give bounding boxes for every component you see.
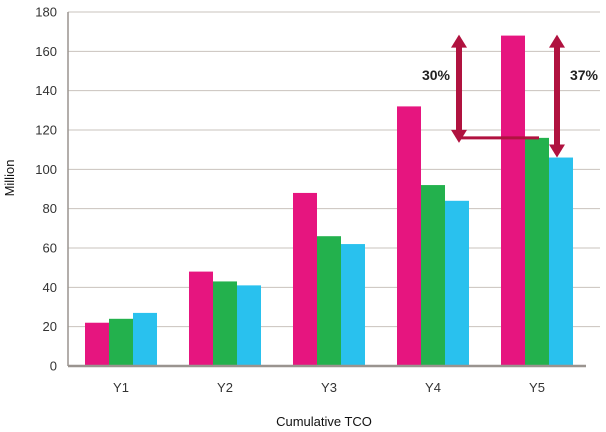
x-tick-label: Y5 bbox=[529, 380, 545, 395]
bar bbox=[293, 192, 317, 366]
bar bbox=[525, 137, 549, 366]
bars bbox=[85, 35, 573, 367]
bar bbox=[317, 236, 341, 366]
x-tick-label: Y1 bbox=[113, 380, 129, 395]
y-tick-label: 60 bbox=[43, 241, 57, 256]
y-tick-label: 180 bbox=[35, 5, 57, 20]
bar bbox=[189, 271, 213, 366]
bar bbox=[109, 318, 133, 366]
y-tick-label: 0 bbox=[50, 359, 57, 374]
y-tick-label: 80 bbox=[43, 201, 57, 216]
bar bbox=[397, 106, 421, 367]
bar bbox=[85, 322, 109, 366]
difference-arrow-right bbox=[549, 34, 565, 158]
y-tick-label: 40 bbox=[43, 280, 57, 295]
bar bbox=[213, 281, 237, 366]
x-axis-title: Cumulative TCO bbox=[276, 414, 372, 429]
percent-label-left: 30% bbox=[422, 67, 451, 83]
bar bbox=[549, 157, 573, 366]
bar bbox=[445, 200, 469, 366]
percent-label-right: 37% bbox=[570, 67, 599, 83]
y-tick-label: 100 bbox=[35, 162, 57, 177]
y-tick-label: 120 bbox=[35, 123, 57, 138]
bar bbox=[133, 312, 157, 366]
annotations: 30% 37% bbox=[422, 34, 599, 158]
y-tick-label: 20 bbox=[43, 319, 57, 334]
bar bbox=[237, 285, 261, 366]
arrow-head-down bbox=[549, 144, 565, 158]
x-tick-label: Y3 bbox=[321, 380, 337, 395]
axes: 0 20 40 60 80 100 120 140 160 180 Y1 Y2 Y3 Y4 Y5 bbox=[35, 5, 586, 395]
x-tick-label: Y2 bbox=[217, 380, 233, 395]
x-tick-label: Y4 bbox=[425, 380, 441, 395]
bar bbox=[421, 185, 445, 366]
grid-lines bbox=[68, 11, 600, 328]
y-tick-label: 140 bbox=[35, 83, 57, 98]
y-tick-label: 160 bbox=[35, 44, 57, 59]
bar bbox=[341, 244, 365, 366]
y-axis-title: Million bbox=[2, 160, 17, 197]
arrow-head-up bbox=[549, 34, 565, 48]
arrow-head-up bbox=[451, 34, 467, 48]
bar bbox=[501, 35, 525, 366]
